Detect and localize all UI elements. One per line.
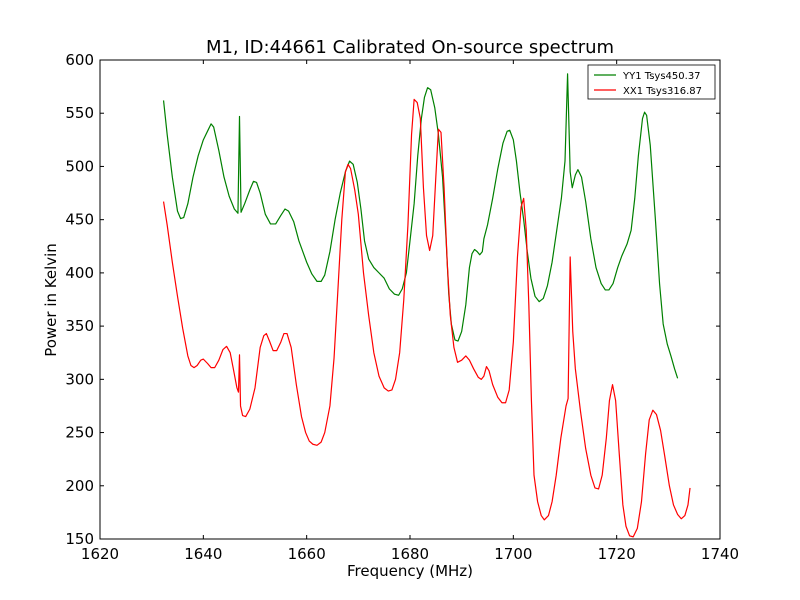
x-axis: 1620 1640 1660 1680 1700 1720 1740 bbox=[81, 60, 739, 563]
y-axis-label: Power in Kelvin bbox=[42, 243, 60, 357]
y-tick-label: 400 bbox=[65, 264, 94, 282]
y-tick-label: 550 bbox=[65, 104, 94, 122]
x-tick-label: 1620 bbox=[81, 545, 119, 563]
plot-background bbox=[100, 60, 720, 539]
y-tick-label: 250 bbox=[65, 424, 94, 442]
plot-area bbox=[99, 59, 721, 540]
x-tick-label: 1700 bbox=[494, 545, 532, 563]
y-tick-label: 300 bbox=[65, 370, 94, 388]
y-tick-label: 500 bbox=[65, 157, 94, 175]
series-line-2 bbox=[162, 98, 691, 538]
legend-label-2: XX1 Tsys316.87 bbox=[623, 86, 702, 97]
x-tick-label: 1680 bbox=[391, 545, 429, 563]
series-line-1 bbox=[162, 73, 679, 379]
y-tick-label: 200 bbox=[65, 477, 94, 495]
chart-title: M1, ID:44661 Calibrated On-source spectr… bbox=[206, 37, 614, 58]
x-tick-label: 1740 bbox=[701, 545, 739, 563]
y-tick-label: 450 bbox=[65, 211, 94, 229]
x-tick-label: 1660 bbox=[288, 545, 326, 563]
legend-box bbox=[587, 64, 716, 100]
series-layer bbox=[162, 73, 691, 538]
x-tick-label: 1640 bbox=[184, 545, 222, 563]
x-axis-label: Frequency (MHz) bbox=[347, 562, 473, 580]
y-tick-label: 600 bbox=[65, 51, 94, 69]
x-tick-label: 1720 bbox=[598, 545, 636, 563]
y-tick-label: 350 bbox=[65, 317, 94, 335]
legend: YY1 Tsys450.37 XX1 Tsys316.87 bbox=[587, 64, 716, 100]
y-axis: 150 200 250 300 350 400 450 500 550 600 bbox=[65, 51, 720, 548]
y-tick-label: 150 bbox=[65, 530, 94, 548]
legend-label-1: YY1 Tsys450.37 bbox=[622, 71, 701, 82]
